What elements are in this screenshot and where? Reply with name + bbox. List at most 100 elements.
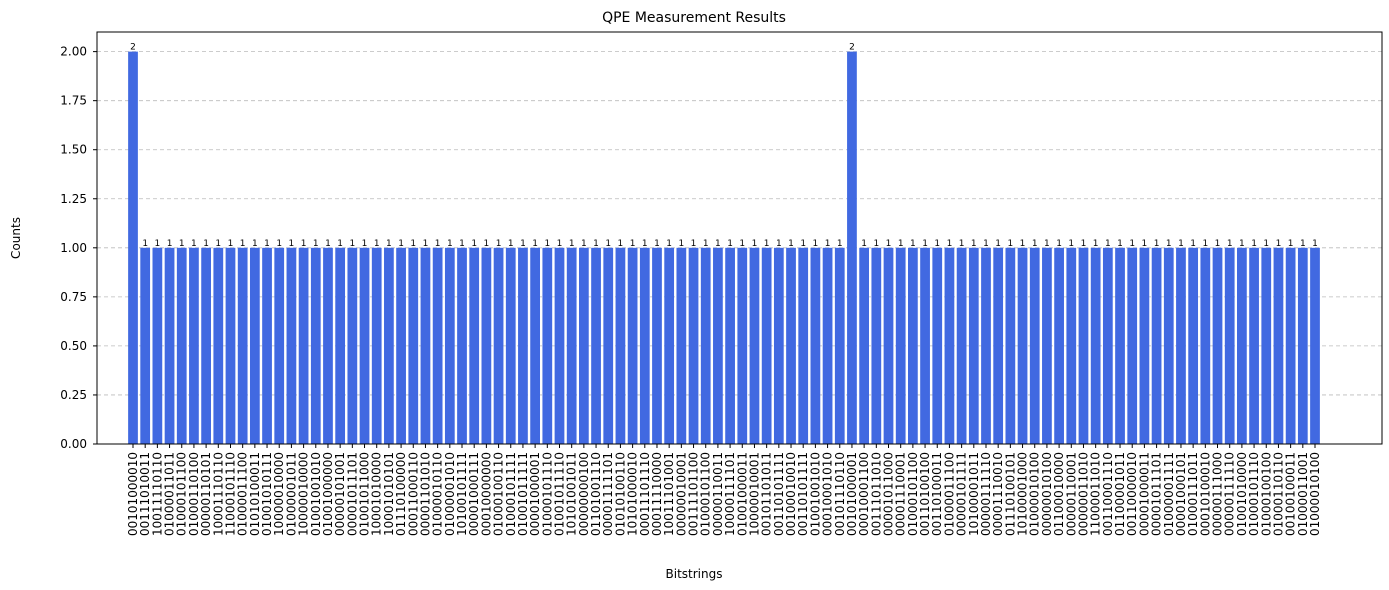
x-tick-label: 01000101110 [540, 452, 554, 536]
value-label: 1 [215, 239, 221, 249]
bar [298, 247, 309, 444]
bar [225, 247, 236, 444]
bar [1042, 247, 1052, 444]
bar [432, 247, 443, 444]
value-label: 1 [435, 239, 441, 249]
value-label: 1 [813, 239, 819, 249]
value-label: 1 [727, 239, 733, 249]
bar [1151, 247, 1162, 444]
value-label: 1 [666, 239, 672, 249]
value-label: 1 [837, 239, 843, 249]
x-tick-label: 10000010000 [297, 452, 311, 536]
x-tick-label: 01000110100 [187, 452, 201, 536]
value-label: 1 [618, 239, 624, 249]
value-label: 1 [423, 239, 429, 249]
bar [1224, 247, 1235, 444]
bar [408, 247, 419, 444]
x-tick-label: 01000101111 [504, 452, 518, 536]
bar [518, 247, 528, 444]
bars [128, 51, 1320, 444]
value-label: 1 [374, 239, 380, 249]
bar [457, 247, 467, 444]
bar [542, 247, 553, 444]
value-label: 1 [569, 239, 575, 249]
bar [822, 247, 833, 444]
value-label: 1 [252, 239, 258, 249]
value-label: 2 [849, 43, 855, 53]
value-label: 1 [1190, 239, 1196, 249]
x-tick-label: 00111011010 [869, 452, 883, 536]
bar [1054, 247, 1064, 444]
bar [213, 247, 224, 444]
bar [1176, 247, 1186, 444]
x-tick-label: 01001011000 [358, 452, 372, 536]
x-tick-label: 00000010001 [674, 452, 688, 536]
bar [237, 247, 248, 444]
value-label: 1 [1068, 239, 1074, 249]
bar [505, 247, 516, 444]
x-tick-label: 00001011101 [1150, 452, 1164, 536]
bar [444, 247, 455, 444]
x-tick-label: 01110100000 [394, 452, 408, 536]
value-label: 1 [496, 239, 502, 249]
x-tick-label: 01000101100 [175, 452, 189, 536]
x-tick-label: 00001111101 [601, 452, 615, 536]
x-tick-label: 01000011011 [163, 452, 177, 536]
x-tick-label: 00001000011 [1137, 452, 1151, 536]
value-label: 1 [313, 239, 319, 249]
x-tick-label: 01001000000 [321, 452, 335, 536]
bar [761, 247, 772, 444]
y-tick-label: 1.25 [60, 192, 87, 206]
x-tick-label: 01101001110 [589, 452, 603, 536]
x-tick-label: 00001000001 [528, 452, 542, 536]
x-tick-label: 01000001111 [1162, 452, 1176, 536]
bar [1273, 247, 1284, 444]
x-tick-label: 00000010100 [1040, 452, 1054, 536]
value-label: 1 [155, 239, 161, 249]
x-tick-label: 01001010000 [1235, 452, 1249, 536]
bar [1237, 247, 1247, 444]
x-tick-label: 01000011001 [1296, 452, 1310, 536]
value-label: 1 [922, 239, 928, 249]
value-label: 1 [1178, 239, 1184, 249]
value-label: 1 [1020, 239, 1026, 249]
value-label: 1 [983, 239, 989, 249]
bar [627, 247, 638, 444]
x-tick-label: 10001010101 [382, 452, 396, 536]
bar [578, 247, 589, 444]
x-tick-label: 01000010100 [1308, 452, 1322, 536]
bar [737, 247, 748, 444]
bar [993, 247, 1004, 444]
bar [749, 247, 760, 444]
x-tick-label: 00010100010 [1198, 452, 1212, 536]
value-label: 1 [764, 239, 770, 249]
x-tick-label: 01010100011 [248, 452, 262, 536]
bar [1139, 247, 1150, 444]
x-tick-label: 00101000010 [126, 452, 140, 536]
bar [1090, 247, 1101, 444]
value-label: 1 [337, 239, 343, 249]
value-label: 1 [301, 239, 307, 249]
x-tick-label: 00100100011 [1284, 452, 1298, 536]
y-tick-label: 0.50 [60, 339, 87, 353]
bar [274, 247, 285, 444]
chart-title: QPE Measurement Results [602, 10, 786, 26]
value-label: 1 [410, 239, 416, 249]
x-tick-label: 10011110110 [150, 452, 164, 536]
bar [1029, 247, 1040, 444]
x-tick-label: 01000101100 [699, 452, 713, 536]
x-tick-label: 01000010110 [431, 452, 445, 536]
value-label: 1 [934, 239, 940, 249]
bar [201, 247, 211, 444]
bar [932, 247, 943, 444]
value-label: 1 [203, 239, 209, 249]
x-tick-label: 00110100011 [930, 452, 944, 536]
bar [1249, 247, 1259, 444]
x-tick-label: 01000011100 [942, 452, 956, 536]
value-label: 1 [1251, 239, 1257, 249]
x-tick-label: 00001000101 [1174, 452, 1188, 536]
bar [944, 247, 955, 444]
bar [1102, 247, 1113, 444]
value-label: 1 [508, 239, 514, 249]
